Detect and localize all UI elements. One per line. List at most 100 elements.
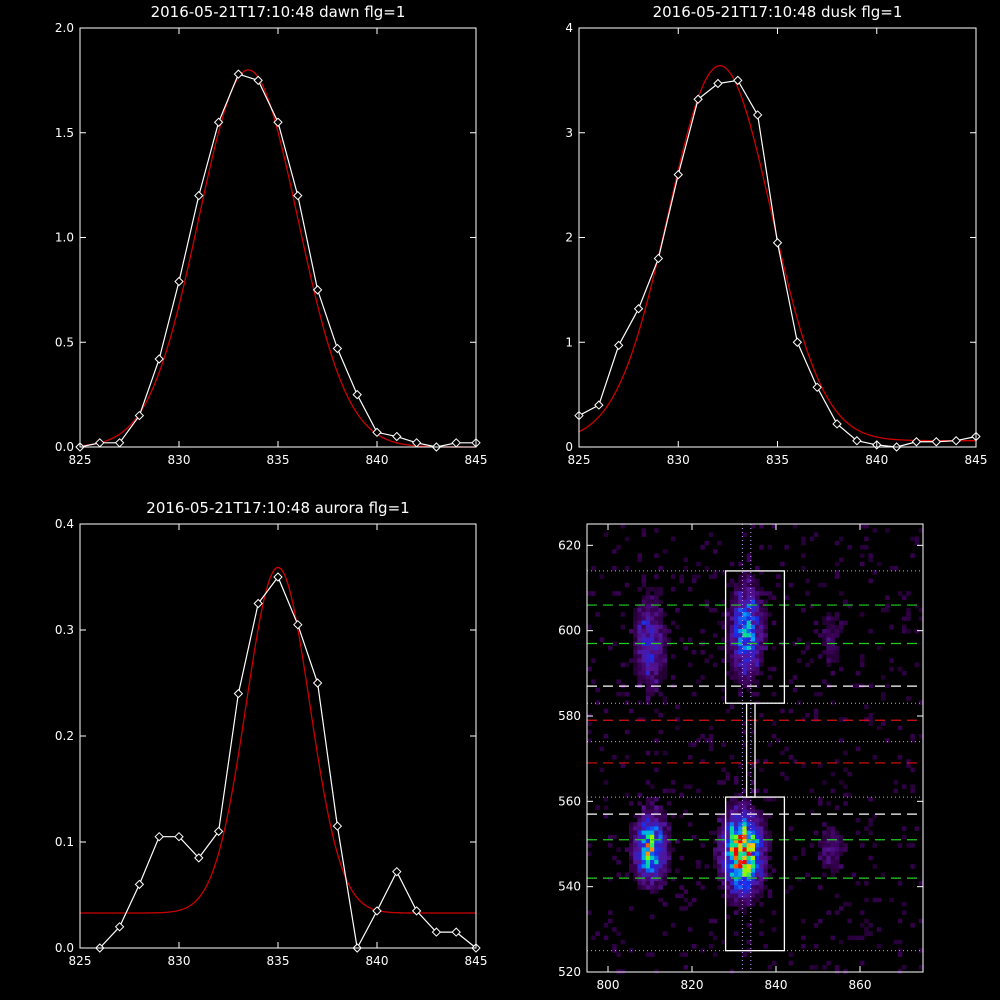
image-pixel: [658, 843, 663, 848]
image-pixel: [633, 612, 638, 617]
image-pixel: [700, 629, 705, 634]
image-pixel: [637, 675, 642, 680]
image-pixel: [713, 662, 718, 668]
image-pixel: [801, 944, 806, 949]
image-pixel: [767, 797, 773, 802]
image-pixel: [734, 885, 739, 890]
image-pixel: [654, 662, 659, 668]
image-pixel: [662, 662, 668, 668]
image-pixel: [759, 855, 764, 861]
image-pixel: [855, 746, 861, 752]
image-pixel: [759, 641, 764, 647]
image-pixel: [742, 868, 747, 873]
image-pixel: [620, 624, 626, 630]
image-pixel: [759, 889, 764, 894]
image-pixel: [734, 868, 739, 873]
image-pixel: [738, 671, 743, 676]
image-pixel: [809, 603, 815, 609]
image-pixel: [654, 675, 659, 680]
image-pixel: [830, 788, 836, 794]
image-pixel: [750, 591, 756, 596]
image-pixel: [729, 704, 735, 710]
y-tick-label: 1: [565, 335, 573, 349]
image-pixel: [734, 612, 739, 617]
image-pixel: [738, 860, 743, 865]
x-tick-label: 825: [568, 453, 591, 467]
image-pixel: [629, 847, 634, 852]
image-pixel: [914, 662, 920, 668]
image-pixel: [755, 650, 760, 655]
image-pixel: [645, 696, 651, 701]
image-pixel: [834, 624, 840, 630]
image-pixel: [650, 595, 655, 600]
image-pixel: [839, 864, 844, 869]
image-pixel: [746, 809, 752, 815]
image-pixel: [729, 612, 735, 617]
image-pixel: [750, 780, 756, 785]
image-pixel: [902, 902, 907, 907]
image-pixel: [734, 650, 739, 655]
image-pixel: [860, 935, 865, 941]
image-pixel: [734, 587, 739, 592]
image-pixel: [759, 654, 764, 659]
image-pixel: [902, 826, 907, 831]
image-pixel: [645, 876, 651, 882]
image-pixel: [881, 872, 886, 878]
image-pixel: [742, 889, 747, 894]
image-pixel: [654, 822, 659, 827]
image-pixel: [654, 738, 659, 743]
image-pixel: [641, 595, 647, 600]
image-pixel: [637, 616, 642, 621]
image-pixel: [788, 826, 794, 831]
image-pixel: [738, 591, 743, 596]
image-pixel: [750, 843, 756, 848]
image-pixel: [897, 666, 903, 672]
image-pixel: [872, 570, 878, 575]
image-pixel: [654, 767, 659, 773]
image-pixel: [658, 805, 663, 810]
image-pixel: [624, 847, 630, 852]
image-pixel: [729, 893, 735, 899]
data-point: [273, 572, 283, 582]
image-pixel: [624, 872, 630, 878]
image-pixel: [654, 881, 659, 886]
image-pixel: [587, 910, 592, 915]
image-pixel: [763, 885, 768, 890]
image-pixel: [633, 851, 638, 857]
x-tick-label: 860: [849, 978, 872, 992]
image-pixel: [818, 855, 823, 861]
image-pixel: [654, 666, 659, 672]
image-pixel: [717, 839, 722, 844]
image-pixel: [654, 834, 659, 840]
image-pixel: [868, 923, 873, 928]
image-pixel: [645, 633, 651, 638]
image-pixel: [729, 629, 735, 634]
image-pixel: [742, 671, 747, 676]
image-pixel: [738, 763, 743, 768]
image-pixel: [700, 545, 705, 550]
image-pixel: [746, 860, 752, 865]
x-tick-label: 845: [465, 453, 488, 467]
image-pixel: [746, 650, 752, 655]
image-pixel: [885, 738, 890, 743]
image-pixel: [654, 969, 659, 974]
image-pixel: [897, 939, 903, 945]
data-point: [772, 238, 783, 248]
image-pixel: [700, 885, 705, 890]
image-pixel: [645, 687, 651, 693]
image-pixel: [679, 855, 684, 861]
image-pixel: [750, 868, 756, 873]
image-pixel: [587, 591, 592, 596]
image-pixel: [746, 658, 752, 663]
image-pixel: [734, 633, 739, 638]
image-pixel: [864, 826, 869, 831]
image-pixel: [755, 813, 760, 819]
image-pixel: [721, 830, 726, 836]
image-pixel: [763, 599, 768, 605]
image-pixel: [734, 864, 739, 869]
image-pixel: [788, 708, 794, 714]
image-pixel: [746, 885, 752, 890]
image-pixel: [843, 902, 848, 907]
image-pixel: [742, 839, 747, 844]
image-pixel: [746, 591, 752, 596]
